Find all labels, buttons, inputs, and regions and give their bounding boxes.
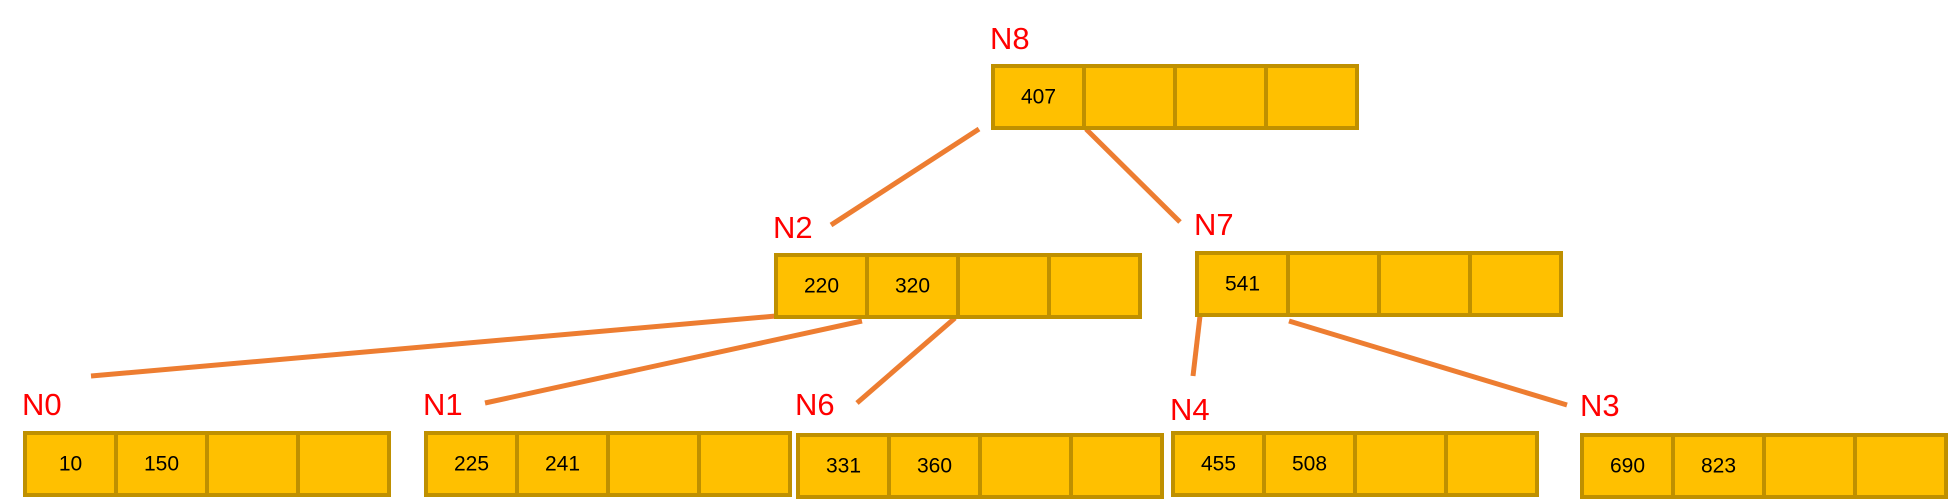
node-n4: N4 455 508 [1170, 392, 1539, 497]
key-cell [697, 431, 792, 497]
key-cell [114, 431, 209, 497]
node-n7: N7 541 [1194, 207, 1563, 317]
key-cell [1444, 431, 1539, 497]
key-cell [1286, 251, 1381, 317]
key-cell [1353, 431, 1448, 497]
node-label-n8: N8 [990, 21, 1030, 56]
key-value: 241 [545, 453, 580, 476]
node-label-n7: N7 [1194, 207, 1234, 242]
key-cell [1264, 64, 1359, 130]
key-value: 407 [1021, 86, 1056, 109]
key-cell [1047, 253, 1142, 319]
node-label-n1: N1 [423, 387, 463, 422]
key-cell [1853, 433, 1948, 499]
key-cell [1069, 433, 1164, 499]
key-cell [1171, 431, 1266, 497]
key-cell [1762, 433, 1857, 499]
edge-n2-n1 [484, 318, 863, 406]
key-value: 823 [1701, 455, 1736, 478]
node-n2: N2 220 320 [773, 210, 1142, 319]
key-cell [1377, 251, 1472, 317]
node-n6: N6 331 360 [795, 387, 1164, 499]
key-cell [1082, 64, 1177, 130]
key-cell [1580, 433, 1675, 499]
key-value: 455 [1201, 453, 1236, 476]
edge-n2-n0 [90, 313, 777, 379]
key-cell [296, 431, 391, 497]
key-cell [23, 431, 118, 497]
key-cell [865, 253, 960, 319]
key-value: 690 [1610, 455, 1645, 478]
node-label-n3: N3 [1580, 388, 1620, 423]
key-cell [1195, 251, 1290, 317]
key-cell [956, 253, 1051, 319]
key-value: 541 [1225, 273, 1260, 296]
key-value: 10 [59, 453, 82, 476]
node-n1: N1 225 241 [423, 387, 792, 497]
edge-layer [90, 126, 1568, 408]
key-value: 220 [804, 275, 839, 298]
key-cell [991, 64, 1086, 130]
key-cell [978, 433, 1073, 499]
key-cell [205, 431, 300, 497]
key-value: 331 [826, 455, 861, 478]
edge-n7-n4 [1190, 315, 1203, 377]
node-label-n0: N0 [22, 387, 62, 422]
key-value: 150 [144, 453, 179, 476]
key-value: 360 [917, 455, 952, 478]
edge-n2-n6 [855, 316, 957, 405]
edge-n7-n3 [1288, 318, 1568, 408]
key-cell [1468, 251, 1563, 317]
node-n3: N3 690 823 [1580, 388, 1948, 499]
key-value: 225 [454, 453, 489, 476]
key-value: 508 [1292, 453, 1327, 476]
node-n8: N8 407 [990, 21, 1359, 130]
node-label-n2: N2 [773, 210, 813, 245]
edge-n8-n7 [1084, 127, 1182, 224]
key-value: 320 [895, 275, 930, 298]
key-cell [606, 431, 701, 497]
node-label-n6: N6 [795, 387, 835, 422]
node-n0: N0 10 150 [22, 387, 391, 497]
key-cell [1173, 64, 1268, 130]
node-label-n4: N4 [1170, 392, 1210, 427]
edge-n8-n2 [829, 126, 981, 228]
node-layer: N8 407 N2 220 320 N7 541 N0 10 150 N1 225 241 N6 331 36… [22, 21, 1948, 499]
key-cell [1671, 433, 1766, 499]
